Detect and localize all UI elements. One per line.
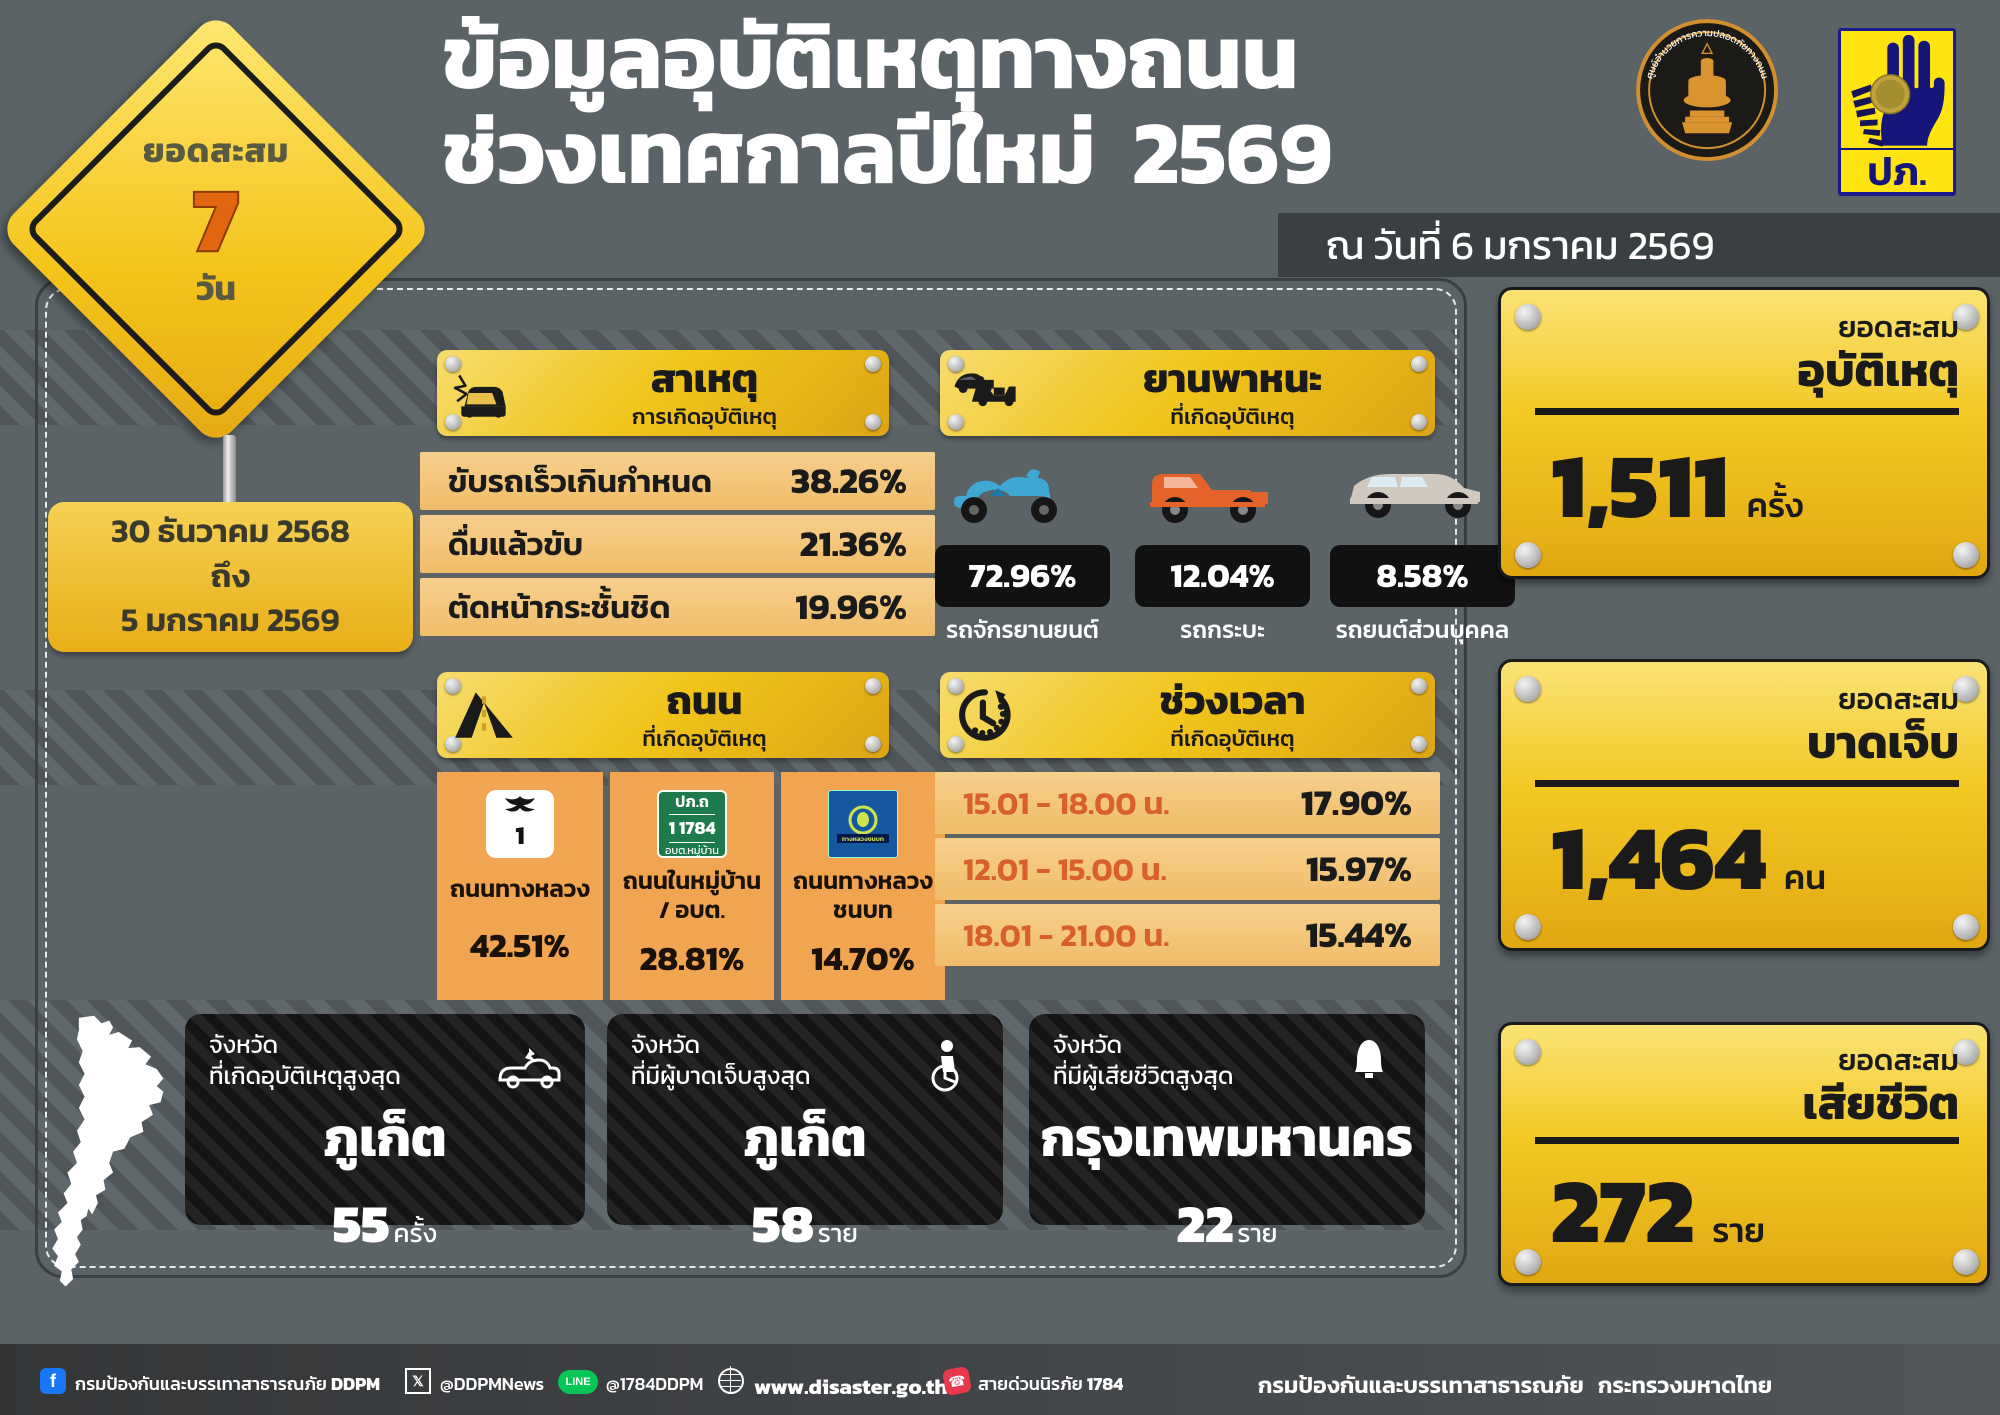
svg-text:🜂: 🜂 (1700, 38, 1714, 61)
svg-text:ทางหลวงชนบท: ทางหลวงชนบท (842, 834, 884, 844)
